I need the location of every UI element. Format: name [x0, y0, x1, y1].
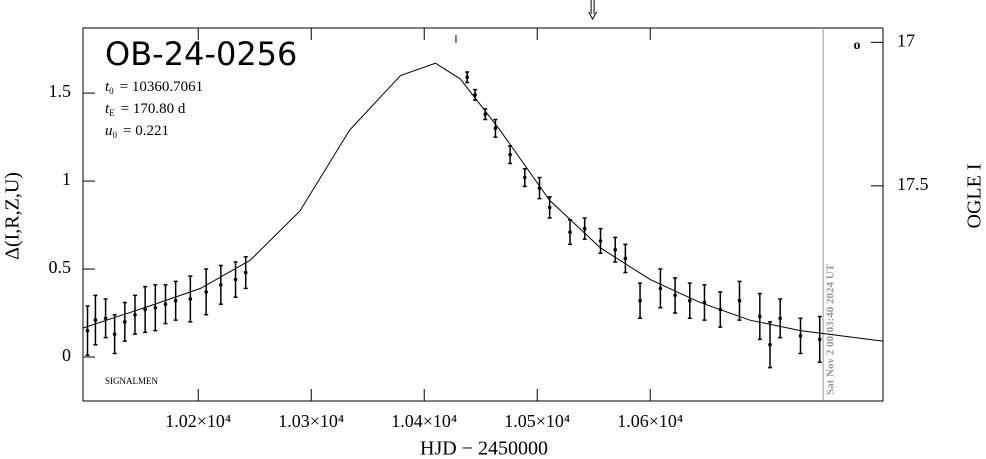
- data-point: [188, 297, 193, 301]
- legend-symbol: o: [854, 38, 861, 53]
- data-point: [508, 152, 512, 157]
- data-point: [153, 305, 158, 310]
- data-point: [219, 283, 223, 287]
- y-axis-label: Δ(I,R,Z,U): [2, 172, 24, 260]
- data-point: [103, 316, 108, 321]
- data-point: [143, 307, 147, 312]
- data-point: [112, 332, 117, 336]
- top-mark: I: [454, 34, 458, 46]
- x-tick-label: 1.06×10⁴: [617, 411, 683, 431]
- parameter: tE = 170.80 d: [105, 101, 186, 118]
- data-point: [93, 318, 98, 322]
- parameter-subscript: 0: [109, 86, 114, 96]
- parameter-subscript: E: [109, 108, 115, 118]
- data-point: [638, 298, 642, 303]
- data-point: [465, 75, 469, 80]
- data-point: [233, 277, 238, 282]
- parameter-value: = 10360.7061: [120, 79, 203, 95]
- data-point: [613, 247, 618, 252]
- data-point: [718, 307, 723, 312]
- data-point: [133, 312, 137, 317]
- y-tick-label: 0.5: [49, 257, 72, 277]
- y-tick-label: 0: [62, 345, 71, 365]
- data-point: [687, 298, 692, 303]
- parameter-value: = 0.221: [123, 123, 169, 139]
- data-point: [817, 337, 822, 342]
- data-point: [243, 270, 248, 275]
- data-point: [204, 290, 208, 294]
- data-point: [123, 320, 127, 324]
- plot-frame: [82, 27, 884, 402]
- data-point: [598, 239, 603, 243]
- data-point: [163, 302, 168, 307]
- data-point: [758, 314, 762, 319]
- data-point: [568, 230, 572, 234]
- parameter-value: = 170.80 d: [121, 101, 186, 117]
- y2-axis-label: OGLE I: [964, 164, 986, 229]
- credit: SIGNALMEN: [105, 376, 158, 386]
- parameter: t0 = 10360.7061: [105, 79, 203, 96]
- y2-tick-label: 17: [897, 30, 915, 50]
- data-point: [523, 175, 527, 180]
- parameter: u0 = 0.221: [105, 123, 169, 140]
- data-point: [173, 298, 178, 303]
- data-point: [493, 126, 498, 131]
- y-tick-label: 1: [62, 169, 71, 189]
- x-axis-label: HJD − 2450000: [420, 438, 548, 459]
- data-point: [537, 186, 542, 190]
- data-point: [582, 226, 587, 231]
- time-line-label: Sat Nov 2 00:03:40 2024 UT: [825, 263, 837, 395]
- x-tick-label: 1.02×10⁴: [165, 411, 231, 431]
- data-point: [473, 93, 477, 97]
- data-point: [623, 256, 628, 261]
- x-tick-label: 1.05×10⁴: [504, 411, 570, 431]
- parameter-subscript: 0: [113, 130, 118, 140]
- data-point: [768, 342, 772, 347]
- data-point: [778, 316, 782, 321]
- model-curve: [82, 62, 884, 342]
- x-tick-label: 1.04×10⁴: [391, 411, 457, 431]
- y-tick-label: 1.5: [49, 81, 72, 101]
- chart-title: OB-24-0256: [105, 35, 297, 73]
- parameter-symbol: t: [105, 79, 110, 95]
- parameter-symbol: t: [105, 101, 110, 117]
- arrow: [588, 0, 598, 21]
- data-point: [85, 328, 90, 333]
- data-point: [798, 334, 803, 338]
- data-point: [737, 298, 742, 303]
- y2-tick-label: 17.5: [897, 174, 929, 194]
- data-point: [658, 286, 663, 291]
- data-point: [547, 205, 552, 210]
- data-point: [483, 112, 488, 117]
- data-point: [702, 300, 707, 305]
- data-point: [673, 293, 677, 298]
- parameter-symbol: u: [105, 123, 113, 139]
- x-tick-label: 1.03×10⁴: [278, 411, 344, 431]
